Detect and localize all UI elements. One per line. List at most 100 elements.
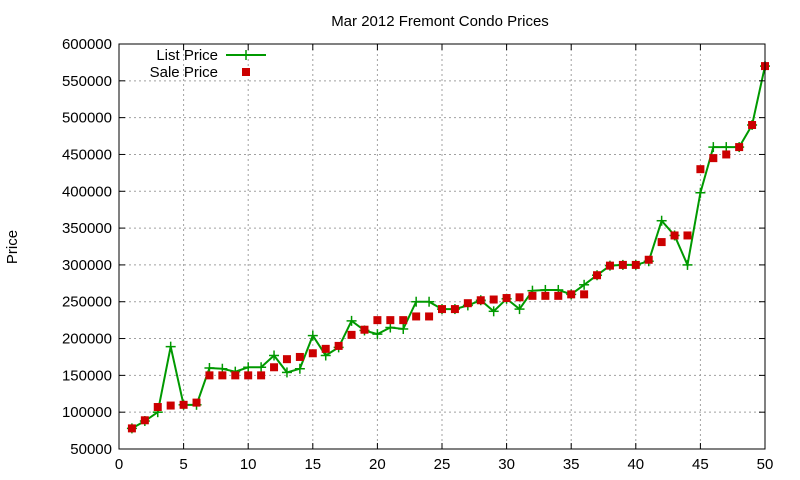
sale-price-point [489,295,498,304]
sale-price-point [270,363,279,372]
sale-price-point [528,291,537,300]
y-axis-label: Price [4,230,21,264]
y-tick-label: 450000 [62,146,112,163]
sale-price-point [166,401,175,410]
list-price-point [281,367,292,378]
sale-price-point [334,341,343,350]
sale-price-point [231,371,240,380]
sale-price-point [412,312,421,321]
x-tick-label: 5 [179,456,187,473]
sale-price-point [218,371,227,380]
sale-price-point [735,143,744,152]
y-tick-label: 550000 [62,73,112,90]
sale-price-point [386,316,395,325]
y-tick-label: 300000 [62,257,112,274]
sale-price-point [373,316,382,325]
y-tick-label: 600000 [62,36,112,53]
sale-price-point [580,290,589,299]
y-tick-label: 250000 [62,294,112,311]
sale-price-point [476,296,485,305]
list-price-point [385,322,396,333]
sale-price-point [567,290,576,299]
sale-price-point [541,291,550,300]
sale-price-point [722,150,731,159]
sale-price-point [670,231,679,240]
sale-price-point [282,355,291,364]
sale-price-point [696,165,705,174]
sale-price-point [360,325,369,334]
list-price-point [579,279,590,290]
legend-entry: List Price [156,47,266,64]
list-price-point [372,329,383,340]
x-tick-label: 40 [627,456,644,473]
list-price-point [721,142,732,153]
sale-price-point [347,330,356,339]
list-price-point [411,296,422,307]
series-line [131,65,766,430]
list-price-point [346,315,357,326]
y-tick-label: 100000 [62,404,112,421]
sale-price-point [463,299,472,308]
sale-price-point [153,403,162,412]
list-price-point [269,350,280,361]
x-tick-label: 0 [115,456,123,473]
series-sale-price [127,62,769,433]
sale-price-point [257,371,266,380]
sale-price-point [450,305,459,314]
list-price-point [165,341,176,352]
x-tick-label: 20 [369,456,386,473]
y-tick-label: 400000 [62,183,112,200]
x-tick-label: 25 [434,456,451,473]
sale-price-point [399,316,408,325]
sale-price-point [244,371,253,380]
sale-price-point [502,294,511,303]
sale-price-point [425,312,434,321]
list-price-point [424,296,435,307]
x-tick-label: 50 [757,456,774,473]
sale-price-point [140,416,149,425]
list-price-point [708,142,719,153]
x-tick-label: 15 [304,456,321,473]
sale-price-point [515,293,524,302]
sale-price-point [554,291,563,300]
legend-entry: Sale Price [150,64,250,81]
sale-price-point [205,371,214,380]
sale-price-point [308,349,317,358]
x-tick-label: 45 [692,456,709,473]
legend-label: List Price [156,47,218,64]
sale-price-point [127,424,136,433]
sale-price-point [605,261,614,270]
y-tick-label: 500000 [62,110,112,127]
list-price-point [488,306,499,317]
y-tick-label: 200000 [62,331,112,348]
sale-price-point [748,121,757,129]
list-price-point [514,304,525,315]
sale-price-point [709,154,718,163]
y-tick-label: 350000 [62,220,112,237]
grid-lines [119,44,765,449]
sale-price-point [179,400,188,409]
sale-price-point [438,305,446,314]
list-price-point [307,330,318,341]
sale-price-point [683,231,692,240]
sale-price-point [657,238,666,247]
sale-price-point [295,352,304,361]
sale-price-point [593,271,602,280]
legend-label: Sale Price [150,64,218,81]
x-tick-label: 30 [498,456,515,473]
y-tick-label: 150000 [62,367,112,384]
sale-price-point [321,344,330,353]
y-tick-label: 50000 [70,441,112,458]
list-price-point [243,362,254,373]
x-tick-label: 35 [563,456,580,473]
list-price-point [204,363,215,373]
list-price-point [656,215,667,226]
x-tick-label: 10 [240,456,257,473]
list-price-point [398,323,409,334]
legend-marker [242,68,250,76]
list-price-point [256,362,267,373]
list-price-point [682,259,693,270]
list-price-point [294,363,305,374]
